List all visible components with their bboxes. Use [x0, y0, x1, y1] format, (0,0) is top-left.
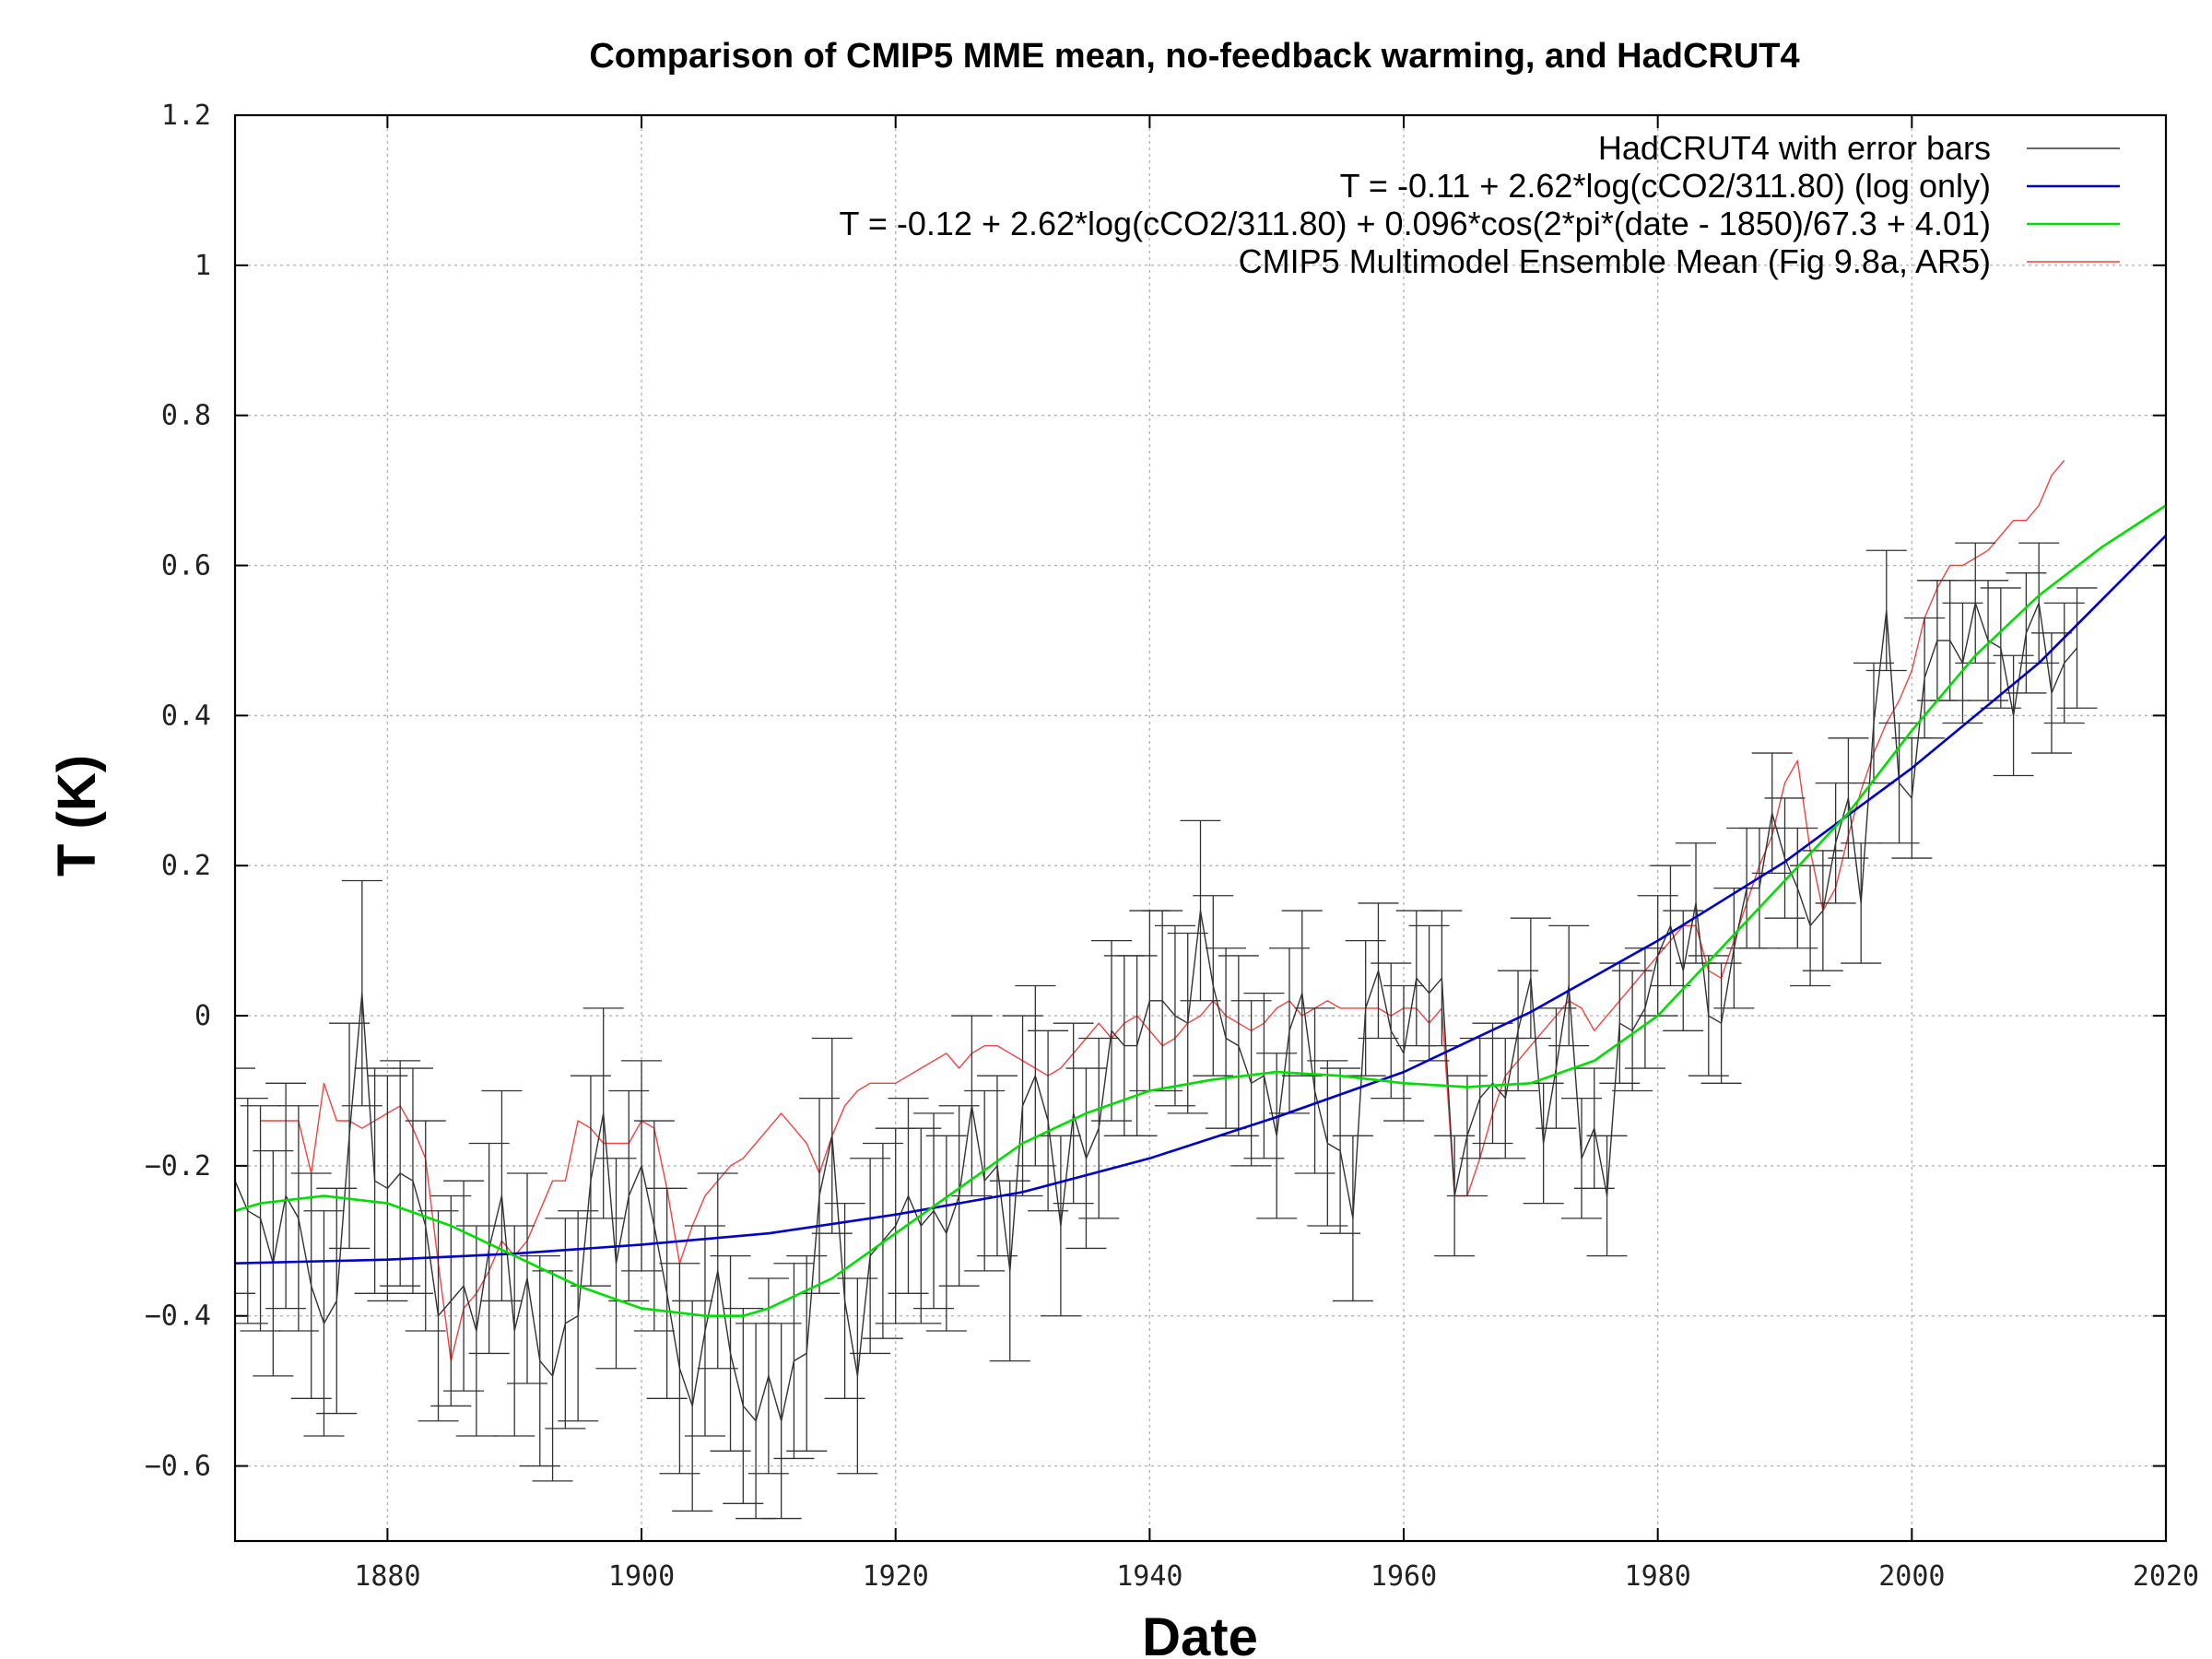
y-tick-label: 0.6 [161, 550, 211, 582]
x-tick-label: 2000 [1878, 1560, 1945, 1593]
x-tick-label: 1960 [1371, 1560, 1437, 1593]
y-tick-label: −0.4 [145, 1300, 211, 1333]
y-tick-label: −0.6 [145, 1451, 211, 1483]
legend-label: T = -0.11 + 2.62*log(cCO2/311.80) (log o… [1340, 167, 1991, 205]
plot-frame [233, 113, 2168, 1543]
y-tick-label: 1.2 [161, 100, 211, 132]
x-tick-label: 1940 [1116, 1560, 1182, 1593]
series-1 [235, 535, 2166, 1265]
series-0 [235, 542, 2098, 1520]
plot-area [235, 460, 2166, 1520]
y-tick-label: 0.8 [161, 400, 211, 432]
legend-label: HadCRUT4 with error bars [1598, 129, 1991, 167]
chart-title: Comparison of CMIP5 MME mean, no-feedbac… [589, 37, 1799, 76]
y-axis-label: T (K) [47, 755, 107, 877]
series-line [235, 535, 2166, 1265]
series-group [235, 460, 2166, 1520]
grid-lines [235, 115, 2166, 1541]
x-tick-label: 1880 [354, 1560, 420, 1593]
legend-label: CMIP5 Multimodel Ensemble Mean (Fig 9.8a… [1239, 242, 1991, 280]
series-line [235, 504, 2166, 1317]
legend-label: T = -0.12 + 2.62*log(cCO2/311.80) + 0.09… [840, 205, 1991, 242]
x-tick-label: 2020 [2133, 1560, 2199, 1593]
x-tick-label: 1900 [608, 1560, 675, 1593]
series-line [235, 602, 2078, 1422]
y-tick-label: 0.4 [161, 700, 211, 732]
series-2 [235, 504, 2166, 1317]
x-axis-label: Date [1142, 1607, 1258, 1659]
axis-ticks: −0.6 −0.4 −0.2 0 0.2 0.4 0.6 0.8 1 1.2 1880 1900 192… [145, 100, 2199, 1593]
y-tick-label: 1 [194, 250, 211, 282]
y-tick-label: −0.2 [145, 1150, 211, 1182]
y-tick-label: 0.2 [161, 850, 211, 882]
x-tick-label: 1920 [863, 1560, 929, 1593]
x-tick-label: 1980 [1625, 1560, 1691, 1593]
y-tick-label: 0 [194, 1000, 211, 1032]
